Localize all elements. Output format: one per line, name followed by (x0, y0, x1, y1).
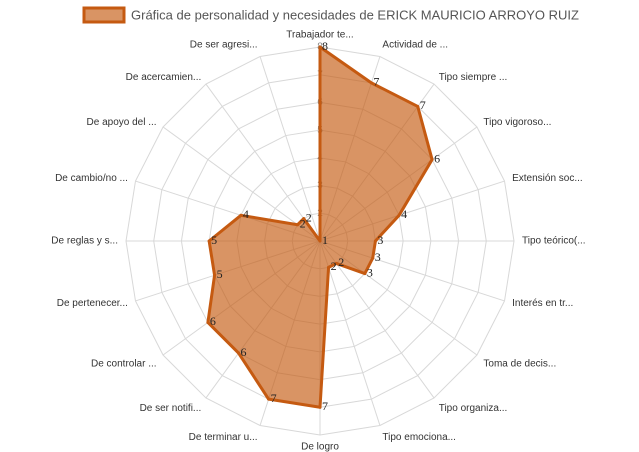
category-label: Extensión soc... (512, 173, 583, 184)
point (371, 256, 375, 260)
value-label: 2 (300, 216, 306, 230)
spoke (259, 56, 321, 242)
value-label: 3 (377, 233, 383, 247)
category-label: Tipo emociona... (382, 432, 456, 443)
value-label: 2 (306, 210, 312, 224)
value-label: 7 (420, 98, 426, 112)
category-label: De ser agresi... (190, 40, 258, 51)
category-label: Tipo siempre ... (439, 72, 508, 83)
value-label: 3 (367, 265, 373, 279)
category-label: De controlar ... (91, 358, 157, 369)
value-label: 6 (241, 345, 247, 359)
point (416, 104, 420, 108)
value-label: 2 (338, 255, 344, 269)
value-label: 8 (322, 39, 328, 53)
value-label: 7 (322, 399, 328, 413)
point (207, 239, 211, 243)
value-label: 7 (373, 75, 379, 89)
spoke (319, 240, 435, 399)
category-label: De pertenecer... (57, 298, 128, 309)
value-label: 3 (375, 250, 381, 264)
category-label: Toma de decis... (483, 358, 556, 369)
point (369, 81, 373, 85)
value-label: 4 (401, 207, 407, 221)
point (318, 45, 322, 49)
point (213, 273, 217, 277)
value-label: 6 (434, 151, 440, 165)
spoke (162, 126, 321, 242)
point (237, 351, 241, 355)
category-label: De cambio/no ... (55, 173, 128, 184)
value-label: 1 (322, 233, 328, 247)
category-label: De reglas y s... (51, 236, 118, 247)
category-label: De logro (301, 442, 339, 452)
category-label: De apoyo del ... (87, 117, 157, 128)
value-label: 2 (331, 259, 337, 273)
point (302, 217, 306, 221)
category-label: Interés en tr... (512, 298, 573, 309)
point (430, 158, 434, 162)
category-label: De terminar u... (189, 432, 258, 443)
value-label: 6 (210, 314, 216, 328)
category-label: Tipo vigoroso... (483, 117, 551, 128)
point (206, 320, 210, 324)
point (267, 397, 271, 401)
category-label: Actividad de ... (382, 40, 448, 51)
category-label: Tipo organiza... (439, 403, 508, 414)
category-label: Tipo teórico(... (522, 236, 586, 247)
legend-swatch (82, 6, 126, 24)
spoke (319, 240, 381, 426)
point (327, 265, 331, 269)
spoke (205, 83, 321, 242)
point (373, 239, 377, 243)
value-label: 7 (271, 391, 277, 405)
category-label: De acercamien... (126, 72, 202, 83)
value-label: 5 (211, 233, 217, 247)
point (397, 213, 401, 217)
point (318, 239, 322, 243)
point (239, 213, 243, 217)
category-label: De ser notifi... (140, 403, 202, 414)
value-label: 4 (243, 207, 249, 221)
point (334, 261, 338, 265)
legend-label: Gráfica de personalidad y necesidades de… (131, 7, 579, 22)
point (363, 272, 367, 276)
category-label: Trabajador te... (286, 30, 353, 41)
value-label: 5 (217, 267, 223, 281)
point (318, 405, 322, 409)
point (296, 223, 300, 227)
